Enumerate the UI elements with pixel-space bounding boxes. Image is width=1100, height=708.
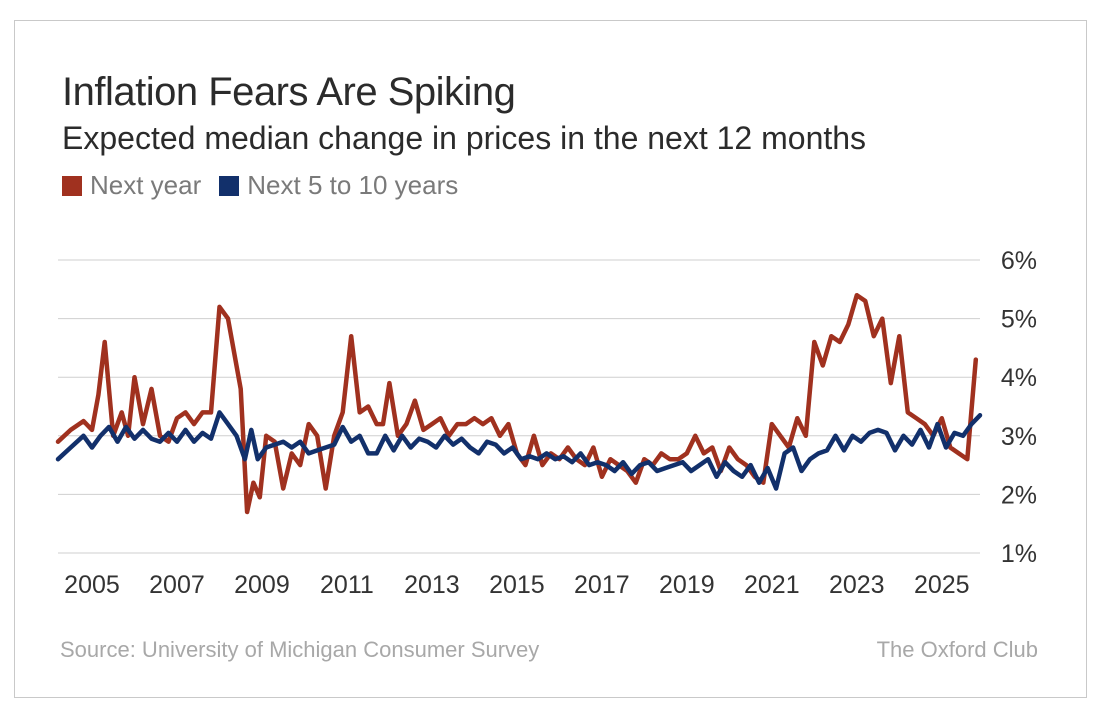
y-tick-label-1: 1% — [1001, 540, 1037, 568]
x-tick-label-2019: 2019 — [659, 571, 715, 599]
legend-swatch-next-year — [62, 175, 82, 196]
x-tick-label-2013: 2013 — [404, 571, 460, 599]
x-tick-label-2009: 2009 — [234, 571, 290, 599]
legend-label-next-year: Next year — [90, 170, 202, 200]
y-tick-label-6: 6% — [1001, 247, 1037, 275]
y-tick-label-3: 3% — [1001, 423, 1037, 451]
x-tick-label-2015: 2015 — [489, 571, 545, 599]
legend: Next year Next 5 to 10 years — [62, 170, 476, 201]
chart-title: Inflation Fears Are Spiking — [62, 70, 516, 114]
x-tick-label-2017: 2017 — [574, 571, 630, 599]
brand-name: The Oxford Club — [876, 637, 1038, 662]
legend-swatch-next-5-to-10-years — [219, 175, 240, 196]
legend-label-next-5-to-10-years: Next 5 to 10 years — [247, 170, 459, 200]
legend-item-next-year: Next year — [62, 170, 201, 201]
y-tick-label-4: 4% — [1001, 364, 1037, 392]
x-tick-label-2011: 2011 — [320, 571, 374, 599]
x-tick-label-2007: 2007 — [149, 571, 205, 599]
y-tick-label-5: 5% — [1001, 306, 1037, 334]
source-note: Source: University of Michigan Consumer … — [60, 637, 540, 662]
series-line-next-year — [55, 292, 979, 515]
chart-card — [14, 20, 1087, 698]
chart-subtitle: Expected median change in prices in the … — [62, 120, 867, 156]
x-tick-label-2023: 2023 — [829, 571, 885, 599]
y-tick-label-2: 2% — [1001, 481, 1037, 509]
x-tick-label-2005: 2005 — [64, 571, 120, 599]
legend-item-next-5-to-10-years: Next 5 to 10 years — [219, 170, 458, 201]
series-line-next-5-to-10-years — [55, 410, 983, 491]
x-tick-label-2025: 2025 — [914, 571, 970, 599]
x-tick-label-2021: 2021 — [744, 571, 800, 599]
